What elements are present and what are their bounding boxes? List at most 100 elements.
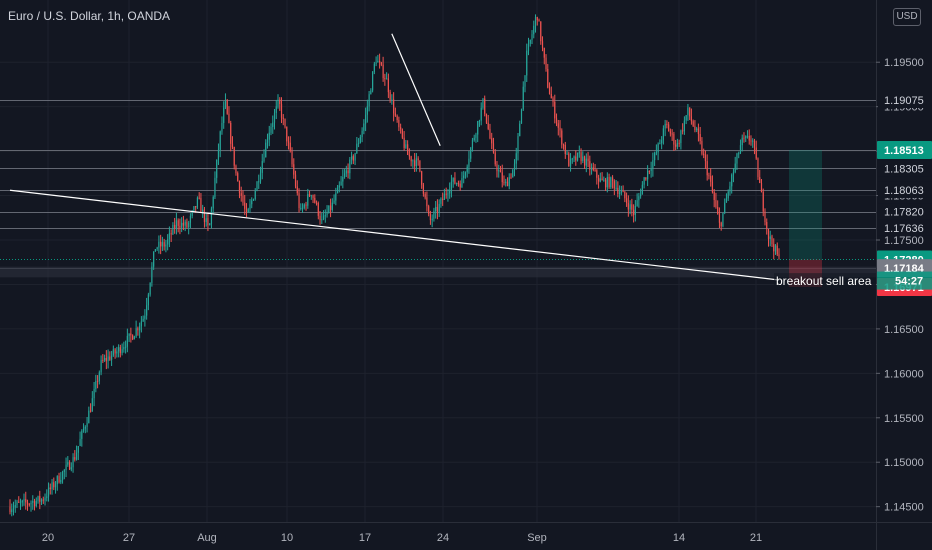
price-tick-label: 1.15500 — [884, 413, 924, 425]
candle-body — [464, 172, 467, 176]
candle-body — [415, 158, 417, 167]
candle-body — [109, 356, 111, 360]
candle-body — [172, 225, 174, 235]
candle-body — [729, 186, 731, 192]
candle-body — [223, 107, 225, 124]
candle-body — [195, 206, 197, 208]
candle-body — [74, 457, 76, 460]
candle-body — [149, 282, 151, 295]
candle-body — [356, 143, 358, 154]
candle-body — [338, 185, 340, 188]
candle-body — [485, 113, 488, 123]
candle-body — [343, 173, 346, 178]
candle-body — [461, 178, 463, 188]
candle-body — [471, 140, 474, 149]
candle-body — [51, 482, 53, 489]
candle-body — [561, 130, 563, 145]
candle-body — [629, 204, 631, 210]
candle-body — [214, 177, 216, 198]
annotation-text: breakout sell area — [776, 274, 872, 288]
candle-body — [682, 130, 684, 132]
time-axis: 20 27 Aug 10 17 24 Sep 14 21 — [0, 522, 932, 544]
candle-body — [473, 137, 475, 141]
candle-body — [96, 380, 99, 382]
candle-body — [440, 198, 442, 204]
candle-body — [277, 99, 279, 107]
candle-body — [44, 497, 46, 501]
candle-body — [470, 148, 472, 159]
candle-body — [67, 462, 69, 465]
candle-body — [305, 204, 307, 206]
candle-body — [326, 212, 328, 216]
candle-body — [545, 57, 547, 69]
candle-body — [680, 130, 682, 143]
candle-body — [174, 225, 176, 229]
candle-body — [56, 476, 58, 485]
currency-button[interactable]: USD — [893, 8, 921, 26]
candle-body — [186, 221, 188, 228]
level-label: 1.18063 — [884, 185, 924, 197]
candle-body — [368, 94, 370, 107]
candle-body — [529, 39, 531, 44]
annotation-bg — [774, 273, 876, 290]
candle-body — [534, 17, 537, 26]
candle-body — [594, 169, 596, 171]
candle-body — [599, 178, 601, 182]
candle-body — [261, 161, 263, 173]
candle-body — [575, 156, 577, 161]
candle-body — [491, 138, 493, 144]
candle-body — [279, 99, 281, 104]
candle-body — [732, 172, 735, 175]
candle-body — [307, 194, 309, 206]
candle-body — [711, 181, 714, 192]
candle-body — [342, 177, 344, 182]
candle-body — [587, 158, 589, 162]
candle-body — [238, 181, 241, 194]
candle-body — [196, 197, 199, 208]
candle-body — [291, 150, 293, 165]
candle-body — [349, 159, 351, 174]
candle-body — [645, 177, 647, 180]
candle-body — [562, 144, 565, 146]
candle-body — [377, 60, 379, 63]
candle-body — [354, 153, 356, 161]
candle-body — [576, 152, 579, 161]
trendline — [9, 189, 780, 281]
candle-body — [303, 204, 305, 208]
candle-body — [193, 206, 195, 211]
candle-body — [722, 212, 724, 227]
candle-body — [403, 137, 405, 148]
candle-body — [748, 135, 750, 141]
candle-body — [32, 501, 34, 503]
candle-body — [60, 480, 62, 483]
candle-body — [363, 123, 365, 131]
candle-body — [293, 164, 295, 175]
candle-body — [671, 133, 673, 135]
candle-body — [21, 500, 23, 503]
candle-body — [757, 158, 759, 178]
candle-body — [340, 181, 342, 186]
candle-body — [181, 222, 183, 228]
candle-body — [568, 153, 570, 167]
candle-body — [91, 398, 93, 412]
candle-body — [766, 222, 768, 229]
candle-body — [46, 496, 48, 498]
candle-body — [573, 156, 575, 159]
candle-body — [424, 193, 426, 198]
candle-body — [480, 107, 482, 121]
candle-body — [443, 193, 446, 200]
candle-body — [774, 245, 777, 252]
candle-body — [189, 215, 192, 223]
candle-body — [333, 200, 335, 203]
candle-body — [494, 152, 496, 165]
candle-body — [675, 144, 677, 147]
candle-body — [550, 93, 552, 99]
candle-body — [697, 128, 700, 135]
candle-body — [661, 140, 663, 144]
level-label-bg — [878, 92, 932, 108]
candle-body — [205, 218, 207, 222]
candle-body — [431, 218, 433, 221]
candle-body — [231, 143, 234, 147]
candle-body — [88, 410, 90, 424]
